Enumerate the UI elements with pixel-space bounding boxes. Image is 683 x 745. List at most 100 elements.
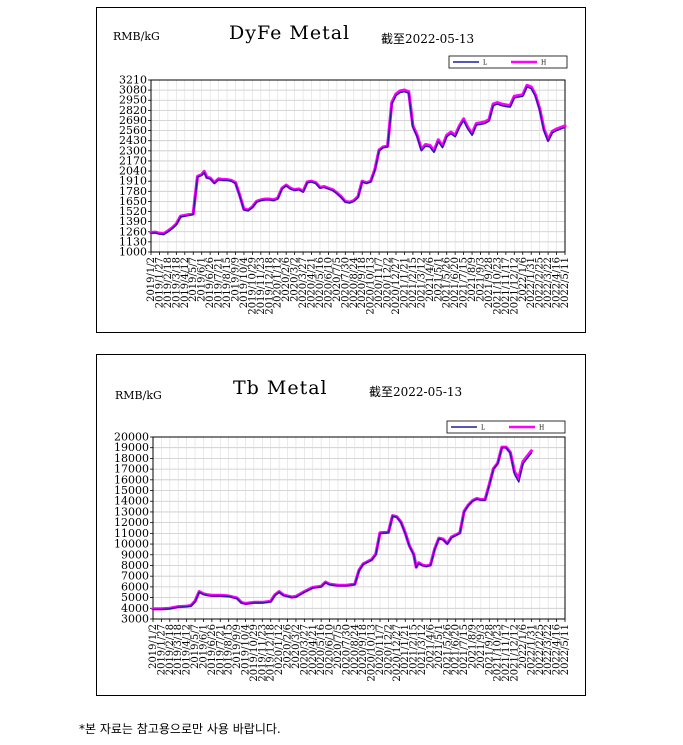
tb-x-tick-label: 2021/11/17 [501, 624, 512, 682]
dyfe-plot-area [150, 79, 566, 253]
tb-x-tick-label: 2019/2/18 [165, 624, 176, 675]
dyfe-y-tick-label: 1000 [119, 246, 147, 259]
dyfe-x-tick-label: 2021/6/20 [450, 257, 461, 308]
dyfe-y-tick-label: 1260 [119, 225, 147, 238]
tb-x-tick-label: 2020/3/2 [291, 624, 302, 669]
tb-y-tick-label: 10000 [114, 538, 149, 551]
tb-x-tick-label: 2021/2/15 [409, 624, 420, 675]
tb-x-tick-label: 2020/8/24 [350, 624, 361, 675]
tb-x-tick-label: 2021/6/20 [451, 624, 462, 675]
dyfe-x-tick-label: 2022/5/11 [560, 257, 571, 308]
dyfe-y-tick-label: 1390 [119, 215, 147, 228]
dyfe-x-tick-label: 2021/2/15 [408, 257, 419, 308]
dyfe-x-tick-label: 2020/8/24 [349, 257, 360, 308]
tb-x-tick-label: 2021/5/26 [442, 624, 453, 675]
dyfe-y-tick-label: 3080 [119, 84, 147, 97]
dyfe-y-tick-label: 2170 [119, 154, 147, 167]
dyfe-x-tick-label: 2020/5/16 [315, 257, 326, 308]
dyfe-y-tick-label: 1910 [119, 175, 147, 188]
tb-y-tick-label: 11000 [114, 527, 149, 540]
tb-x-tick-label: 2019/4/12 [182, 624, 193, 675]
dyfe-x-tick-label: 2020/7/5 [332, 257, 343, 302]
dyfe-y-tick-label: 2040 [119, 165, 147, 178]
tb-legend-label: H [539, 425, 544, 432]
dyfe-x-tick-label: 2021/5/26 [442, 257, 453, 308]
dyfe-x-tick-label: 2019/4/12 [180, 257, 191, 308]
dyfe-x-tick-label: 2020/7/30 [340, 257, 351, 308]
dyfe-x-tick-label: 2020/9/18 [357, 257, 368, 308]
dyfe-x-tick-label: 2020/12/2 [383, 257, 394, 308]
tb-x-tick-label: 2020/7/5 [333, 624, 344, 669]
dyfe-x-tick-label: 2019/5/7 [188, 257, 199, 302]
tb-unit-label: RMB/kG [115, 389, 162, 402]
tb-x-tick-label: 2021/4/6 [425, 624, 436, 669]
tb-y-tick-label: 14000 [114, 495, 149, 508]
dyfe-y-tick-label: 3210 [119, 74, 147, 87]
tb-x-tick-label: 2021/9/28 [484, 624, 495, 675]
dyfe-x-tick-label: 2021/3/12 [416, 257, 427, 308]
tb-chart-title: Tb Metal [233, 377, 328, 399]
tb-x-tick-label: 2020/11/7 [375, 624, 386, 675]
tb-chart-panel: RMB/kG Tb Metal 截至2022-05-13 3000 4000 500… [96, 354, 586, 696]
tb-y-tick-label: 16000 [114, 473, 149, 486]
tb-y-tick-label: 4000 [121, 602, 149, 615]
tb-x-tick-label: 2022/5/11 [560, 624, 571, 675]
tb-x-tick-label: 2020/3/27 [299, 624, 310, 675]
tb-x-tick-label: 2021/7/15 [459, 624, 470, 675]
dyfe-x-tick-label: 2021/8/9 [467, 257, 478, 302]
tb-x-tick-label: 2020/1/12 [274, 624, 285, 675]
tb-chart: 3000400050006000700080009000100001100012… [114, 420, 571, 682]
tb-x-tick-label: 2022/2/25 [535, 624, 546, 675]
tb-x-tick-label: 2019/6/26 [207, 624, 218, 675]
tb-x-tick-label: 2019/10/4 [240, 624, 251, 675]
dyfe-x-tick-label: 2019/6/1 [197, 257, 208, 302]
dyfe-x-tick-label: 2022/4/16 [552, 257, 563, 308]
tb-y-tick-label: 13000 [114, 505, 149, 518]
dyfe-x-tick-label: 2019/3/18 [171, 257, 182, 308]
tb-x-tick-label: 2020/10/13 [367, 624, 378, 682]
dyfe-x-tick-label: 2020/3/27 [298, 257, 309, 308]
dyfe-x-tick-label: 2020/4/21 [307, 257, 318, 308]
tb-y-tick-label: 8000 [121, 559, 149, 572]
dyfe-x-tick-label: 2021/9/28 [484, 257, 495, 308]
dyfe-x-tick-label: 2019/10/4 [239, 257, 250, 308]
tb-y-tick-label: 17000 [114, 463, 149, 476]
dyfe-x-tick-label: 2020/11/7 [374, 257, 385, 308]
tb-x-tick-label: 2019/11/23 [257, 624, 268, 682]
dyfe-x-tick-label: 2022/3/22 [543, 257, 554, 308]
tb-x-tick-label: 2022/1/31 [526, 624, 537, 675]
dyfe-legend-box [448, 55, 568, 69]
dyfe-x-tick-label: 2019/8/15 [222, 257, 233, 308]
tb-x-tick-label: 2019/9/9 [232, 624, 243, 669]
dyfe-x-tick-label: 2021/4/6 [425, 257, 436, 302]
tb-y-tick-label: 6000 [121, 580, 149, 593]
tb-y-tick-label: 20000 [114, 431, 149, 444]
dyfe-x-tick-label: 2021/12/12 [509, 257, 520, 315]
dyfe-series-low-line [150, 86, 566, 236]
tb-plot-area [152, 436, 566, 620]
dyfe-y-tick-label: 2820 [119, 104, 147, 117]
tb-x-tick-label: 2019/5/7 [190, 624, 201, 669]
tb-x-tick-label: 2020/4/21 [308, 624, 319, 675]
tb-x-tick-label: 2019/12/18 [266, 624, 277, 682]
tb-x-tick-label: 2021/12/12 [510, 624, 521, 682]
dyfe-unit-label: RMB/kG [113, 30, 160, 43]
dyfe-chart: 1000113012601390152016501780191020402170… [119, 55, 571, 315]
tb-x-tick-label: 2020/6/10 [325, 624, 336, 675]
tb-x-tick-label: 2021/10/23 [493, 624, 504, 682]
dyfe-y-tick-label: 2690 [119, 114, 147, 127]
tb-series-high-line [151, 445, 533, 611]
tb-x-tick-label: 2019/6/1 [198, 624, 209, 669]
tb-series-low-line [152, 447, 533, 611]
dyfe-x-tick-label: 2020/12/27 [391, 257, 402, 315]
dyfe-x-tick-label: 2021/10/23 [492, 257, 503, 315]
tb-x-tick-label: 2021/8/9 [468, 624, 479, 669]
dyfe-y-tick-label: 2560 [119, 124, 147, 137]
tb-x-tick-label: 2021/9/3 [476, 624, 487, 669]
dyfe-x-tick-label: 2019/10/29 [247, 257, 258, 315]
tb-x-tick-label: 2020/7/30 [341, 624, 352, 675]
dyfe-x-tick-label: 2021/1/21 [399, 257, 410, 308]
dyfe-legend-label: H [541, 60, 546, 67]
tb-x-tick-label: 2020/5/16 [316, 624, 327, 675]
tb-x-tick-label: 2019/3/18 [173, 624, 184, 675]
